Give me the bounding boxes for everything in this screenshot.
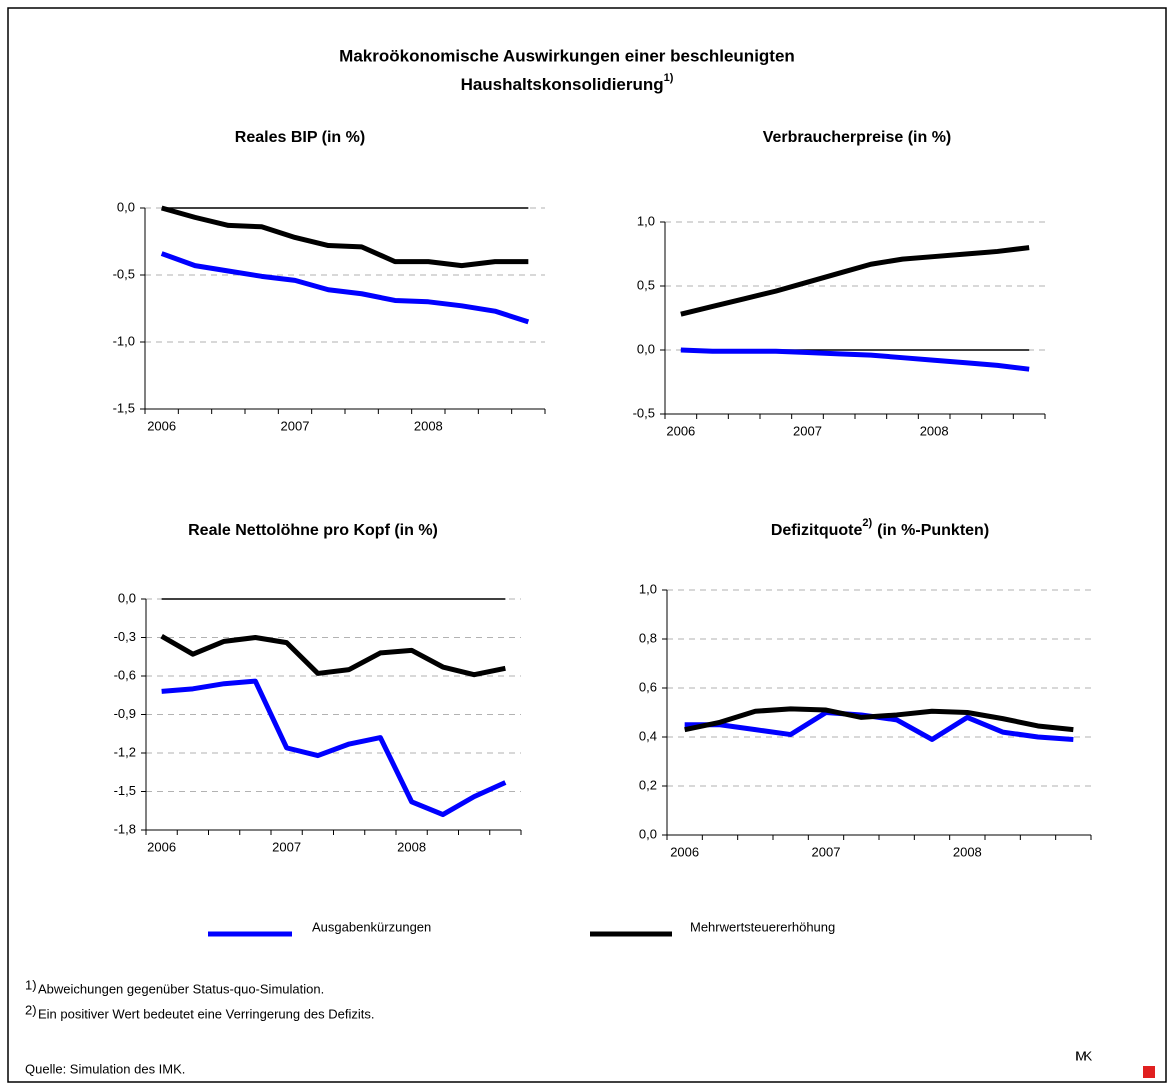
logo: IMK [1075, 1048, 1092, 1063]
x-tick-label: 2007 [793, 423, 822, 438]
y-tick-label: -0,6 [114, 667, 136, 682]
series-line [160, 251, 530, 325]
series-line [684, 706, 1074, 733]
y-tick-label: -1,2 [114, 744, 136, 759]
y-tick-label: 1,0 [639, 581, 657, 596]
y-tick-label: 0,6 [639, 679, 657, 694]
title-text: Haushaltskonsolidierung [461, 75, 664, 94]
series-line [160, 205, 529, 269]
legend-label: Ausgabenkürzungen [312, 919, 431, 934]
x-tick-label: 2007 [281, 418, 310, 433]
chart-title-text: Reales BIP (in %) [235, 129, 365, 146]
x-tick-label: 2006 [147, 839, 176, 854]
chart-title-sup: 2) [862, 517, 872, 529]
y-tick-label: 1,0 [637, 213, 655, 228]
footnote: Abweichungen gegenüber Status-quo-Simula… [38, 981, 324, 996]
x-tick-label: 2008 [397, 839, 426, 854]
frame [7, 7, 1167, 1083]
footnote: Ein positiver Wert bedeutet eine Verring… [38, 1006, 375, 1021]
footnote-mark: 1) [25, 977, 37, 992]
y-tick-label: 0,0 [118, 590, 136, 605]
y-tick-label: -1,5 [114, 783, 136, 798]
chart-title: Defizitquote2) (in %-Punkten) [771, 517, 989, 539]
series-line [161, 678, 507, 818]
y-tick-label: 0,5 [637, 277, 655, 292]
x-tick-label: 2006 [666, 423, 695, 438]
source: Quelle: Simulation des IMK. [25, 1061, 185, 1076]
chart-title-text: Verbraucherpreise (in %) [763, 129, 952, 146]
y-tick-label: -0,5 [113, 266, 135, 281]
title-line: Makroökonomische Auswirkungen einer besc… [339, 46, 795, 65]
title-line: Haushaltskonsolidierung1) [461, 72, 674, 95]
x-tick-label: 2008 [414, 418, 443, 433]
chart-title-text: (in %-Punkten) [877, 522, 989, 539]
chart-title: Reale Nettolöhne pro Kopf (in %) [188, 522, 438, 539]
x-tick-label: 2006 [147, 418, 176, 433]
x-tick-label: 2008 [920, 423, 949, 438]
x-tick-label: 2006 [670, 844, 699, 859]
y-tick-label: -1,0 [113, 333, 135, 348]
y-tick-label: -1,5 [113, 400, 135, 415]
y-tick-label: -0,3 [114, 629, 136, 644]
logo-dot [1143, 1066, 1155, 1078]
y-tick-label: 0,0 [117, 199, 135, 214]
y-tick-label: 0,4 [639, 728, 657, 743]
y-tick-label: -0,5 [633, 405, 655, 420]
y-tick-label: 0,0 [639, 826, 657, 841]
chart-title-text: Defizitquote [771, 522, 863, 539]
footnote-mark: 2) [25, 1002, 37, 1017]
y-tick-label: -1,8 [114, 821, 136, 836]
legend-label: Mehrwertsteuererhöhung [690, 919, 835, 934]
x-tick-label: 2007 [272, 839, 301, 854]
x-tick-label: 2008 [953, 844, 982, 859]
chart-title: Reales BIP (in %) [235, 129, 365, 146]
y-tick-label: 0,2 [639, 777, 657, 792]
chart-title: Verbraucherpreise (in %) [763, 129, 952, 146]
y-tick-label: -0,9 [114, 706, 136, 721]
chart-title-text: Reale Nettolöhne pro Kopf (in %) [188, 522, 438, 539]
series-line [160, 634, 506, 678]
y-tick-label: 0,0 [637, 341, 655, 356]
x-tick-label: 2007 [812, 844, 841, 859]
series-line [680, 347, 1030, 372]
series-line [680, 245, 1030, 317]
title-sup: 1) [664, 72, 674, 84]
y-tick-label: 0,8 [639, 630, 657, 645]
